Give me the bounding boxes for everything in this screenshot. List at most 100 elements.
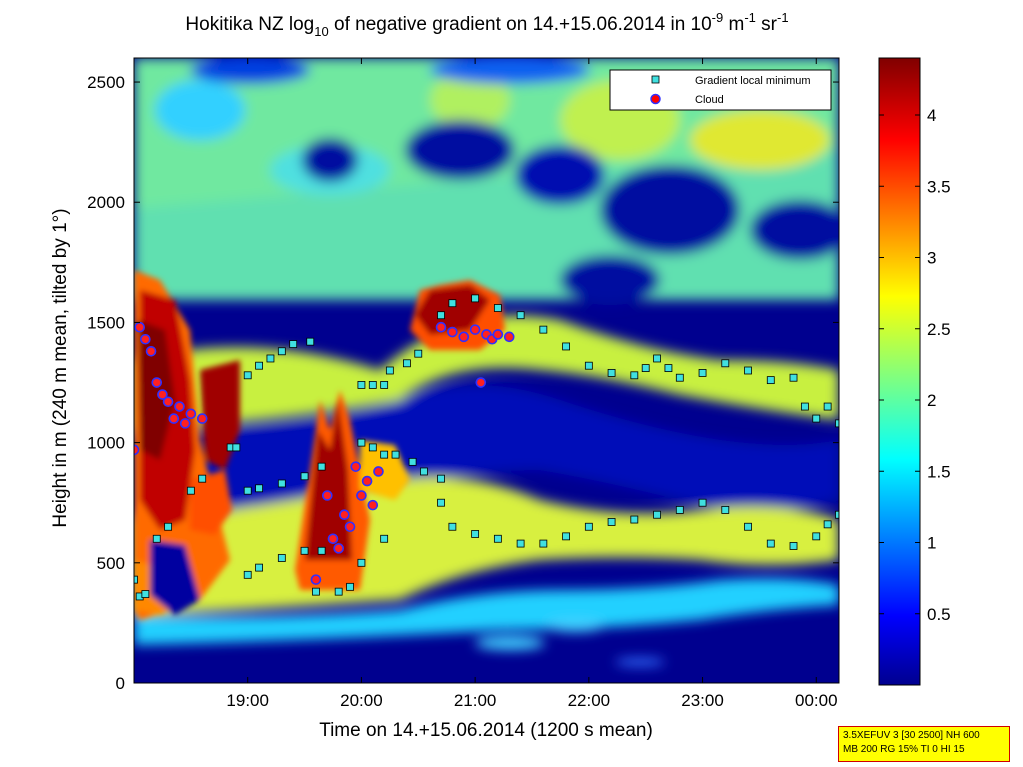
gradient-minimum-point bbox=[255, 361, 263, 370]
gradient-minimum-point bbox=[823, 520, 832, 529]
gradient-minimum-point bbox=[789, 542, 798, 550]
colorbar-tick-label: 1.5 bbox=[927, 462, 951, 481]
x-axis-label: Time on 14.+15.06.2014 (1200 s mean) bbox=[319, 720, 653, 741]
gradient-minimum-point bbox=[448, 299, 457, 308]
x-tick-label: 19:00 bbox=[226, 691, 269, 710]
cloud-point bbox=[344, 521, 356, 533]
gradient-minimum-point bbox=[300, 546, 309, 555]
x-tick-label: 21:00 bbox=[454, 691, 497, 710]
gradient-minimum-point bbox=[562, 342, 570, 351]
gradient-minimum-point bbox=[471, 530, 480, 538]
gradient-minimum-point bbox=[607, 518, 616, 526]
cloud-point bbox=[447, 326, 458, 338]
gradient-minimum-point bbox=[380, 534, 389, 543]
y-tick-label: 1000 bbox=[87, 434, 125, 453]
cloud-point bbox=[310, 574, 322, 585]
cloud-point bbox=[179, 418, 191, 429]
cloud-point bbox=[373, 466, 384, 477]
legend-circle-marker bbox=[650, 93, 661, 105]
gradient-minimum-point bbox=[134, 575, 138, 584]
y-tick-label: 0 bbox=[116, 674, 125, 693]
gradient-minimum-point bbox=[664, 364, 673, 372]
gradient-minimum-point bbox=[516, 539, 525, 548]
cloud-point bbox=[196, 413, 208, 424]
gradient-minimum-point bbox=[414, 349, 423, 358]
gradient-minimum-point bbox=[607, 369, 616, 377]
gradient-minimum-point bbox=[698, 498, 707, 507]
cloud-point bbox=[356, 490, 367, 501]
heatmap-field bbox=[134, 58, 839, 683]
gradient-minimum-point bbox=[403, 359, 411, 368]
colorbar-tick-label: 3.5 bbox=[927, 177, 951, 196]
cloud-point bbox=[327, 533, 339, 545]
gradient-minimum-point bbox=[630, 515, 639, 524]
gradient-minimum-point bbox=[641, 364, 650, 372]
colorbar-tick-label: 0.5 bbox=[927, 605, 951, 624]
series-layer bbox=[134, 294, 839, 601]
gradient-minimum-point bbox=[721, 506, 730, 514]
cloud-point bbox=[339, 509, 350, 521]
gradient-minimum-point bbox=[766, 376, 775, 385]
colorbar-tick-label: 3 bbox=[927, 249, 936, 268]
cloud-point bbox=[134, 444, 140, 456]
cloud-point bbox=[458, 331, 470, 343]
gradient-minimum-point bbox=[630, 371, 639, 380]
gradient-minimum-point bbox=[380, 381, 389, 389]
gradient-minimum-point bbox=[789, 373, 798, 382]
colorbar-tick-label: 2 bbox=[927, 391, 936, 410]
y-tick-label: 1500 bbox=[87, 313, 125, 332]
cloud-point bbox=[185, 408, 197, 420]
legend-box bbox=[609, 69, 832, 111]
gradient-minimum-point bbox=[391, 450, 400, 459]
cloud-point bbox=[503, 331, 515, 343]
cloud-point bbox=[134, 321, 145, 333]
gradient-minimum-point bbox=[255, 563, 263, 572]
gradient-minimum-point bbox=[437, 498, 445, 507]
gradient-minimum-point bbox=[334, 587, 343, 596]
gradient-minimum-point bbox=[653, 354, 661, 363]
cloud-point bbox=[145, 345, 157, 357]
gradient-minimum-point bbox=[152, 534, 161, 543]
gradient-minimum-point bbox=[232, 443, 241, 452]
colorbar-tick-label: 4 bbox=[927, 106, 936, 125]
gradient-minimum-point bbox=[516, 311, 525, 320]
gradient-minimum-point bbox=[835, 510, 839, 519]
gradient-minimum-point bbox=[812, 532, 821, 541]
info-line-1: 3.5XEFUV 3 [30 2500] NH 600 bbox=[843, 730, 980, 741]
chart-title: Hokitika NZ log10 of negative gradient o… bbox=[185, 10, 788, 39]
y-tick-label: 2000 bbox=[87, 193, 125, 212]
gradient-minimum-point bbox=[380, 450, 389, 459]
gradient-minimum-point bbox=[420, 467, 428, 476]
gradient-minimum-point bbox=[675, 506, 684, 514]
gradient-minimum-point bbox=[243, 570, 252, 579]
x-tick-label: 00:00 bbox=[795, 691, 838, 710]
gradient-minimum-point bbox=[835, 419, 839, 428]
plot-frame bbox=[133, 57, 840, 684]
cloud-point bbox=[333, 543, 344, 554]
gradient-minimum-point bbox=[823, 402, 832, 411]
cloud-point bbox=[140, 333, 151, 345]
gradient-minimum-point bbox=[744, 522, 752, 531]
y-tick-label: 500 bbox=[97, 554, 125, 573]
gradient-minimum-point bbox=[277, 479, 286, 488]
colorbar-tick-label: 1 bbox=[927, 534, 936, 553]
gradient-minimum-point bbox=[385, 366, 394, 375]
legend-entry-gradient: Gradient local minimum bbox=[695, 75, 811, 87]
gradient-minimum-point bbox=[317, 546, 326, 555]
gradient-minimum-point bbox=[243, 371, 252, 380]
gradient-minimum-point bbox=[317, 462, 326, 471]
gradient-minimum-point bbox=[357, 381, 366, 389]
cloud-point bbox=[168, 413, 180, 424]
cloud-point bbox=[162, 396, 174, 408]
legend: Gradient local minimum Cloud bbox=[609, 69, 832, 111]
gradient-minimum-point bbox=[289, 340, 298, 348]
cloud-point bbox=[151, 377, 163, 388]
gradient-minimum-point bbox=[471, 294, 480, 303]
gradient-minimum-point bbox=[368, 381, 377, 389]
cloud-point bbox=[157, 389, 168, 400]
cloud-point bbox=[350, 461, 362, 472]
gradient-minimum-point bbox=[277, 554, 286, 562]
axis-tick-labels: 19:00 20:00 21:00 22:00 23:00 00:00 0 500 1000 15… bbox=[87, 73, 837, 710]
gradient-minimum-point bbox=[493, 534, 502, 543]
